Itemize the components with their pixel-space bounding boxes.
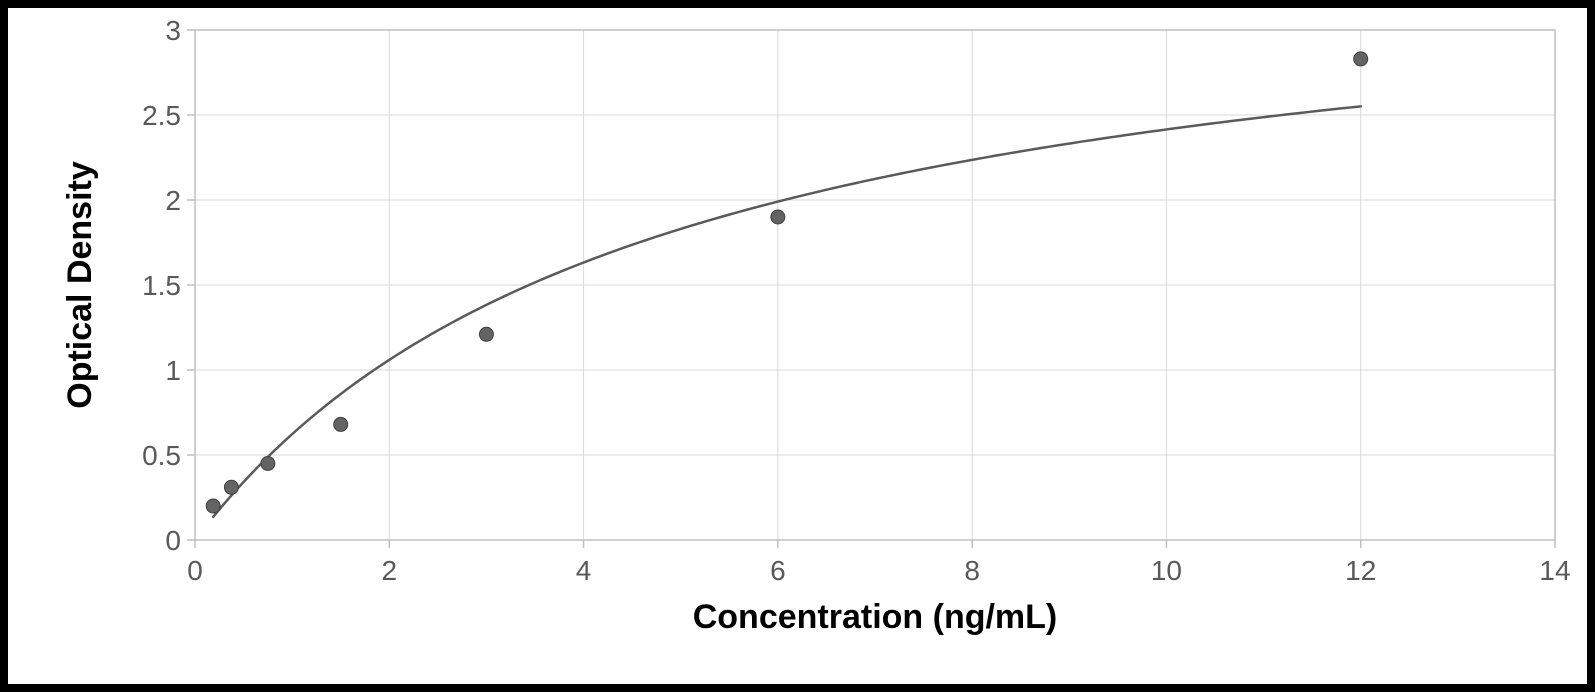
x-tick-label: 0: [187, 555, 203, 586]
y-tick-label: 2.5: [142, 100, 181, 131]
x-tick-label: 4: [576, 555, 592, 586]
data-point: [771, 210, 785, 224]
x-axis-label: Concentration (ng/mL): [693, 598, 1058, 636]
data-point: [224, 480, 238, 494]
data-point: [206, 499, 220, 513]
standard-curve-chart: 0 2 4 6 8 10 12 14 0 0.5 1 1.5 2 2.5 3 Concentration (n…: [8, 8, 1587, 684]
y-axis-label: Optical Density: [61, 161, 99, 409]
x-tick-label: 10: [1151, 555, 1182, 586]
data-point: [479, 327, 493, 341]
data-point: [334, 417, 348, 431]
x-tick-label: 6: [770, 555, 786, 586]
y-tick-label: 0: [165, 525, 181, 556]
y-tick-label: 1.5: [142, 270, 181, 301]
y-tick-label: 2: [165, 185, 181, 216]
chart-frame: 0 2 4 6 8 10 12 14 0 0.5 1 1.5 2 2.5 3 Concentration (n…: [0, 0, 1595, 692]
data-point: [261, 457, 275, 471]
y-tick-label: 0.5: [142, 440, 181, 471]
x-tick-label: 8: [964, 555, 980, 586]
x-tick-label: 2: [381, 555, 397, 586]
x-tick-label: 12: [1345, 555, 1376, 586]
y-tick-label: 1: [165, 355, 181, 386]
x-tick-label: 14: [1539, 555, 1570, 586]
y-tick-label: 3: [165, 15, 181, 46]
data-point: [1354, 52, 1368, 66]
